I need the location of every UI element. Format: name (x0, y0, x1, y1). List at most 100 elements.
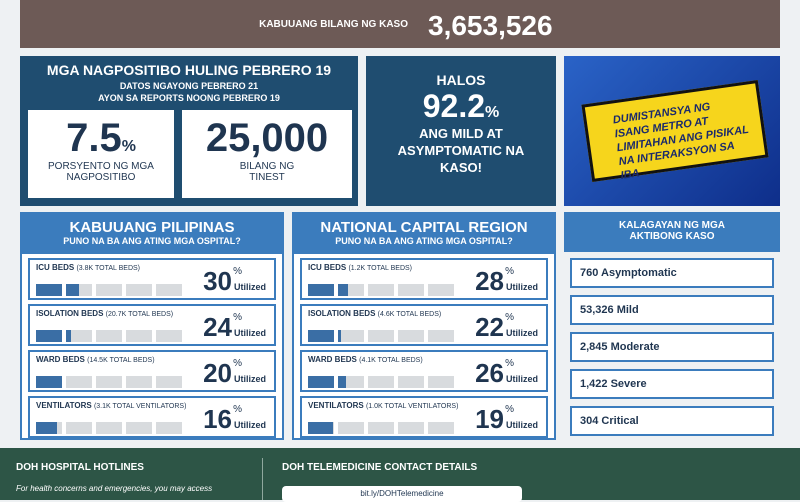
positivity-line: AYON SA REPORTS NOONG PEBRERO 19 (98, 93, 280, 103)
bar-segment (368, 284, 394, 296)
bar-segment (338, 284, 364, 296)
bar-segment (428, 422, 454, 434)
bar-segment (36, 284, 62, 296)
reminder-banner: DUMISTANSYA NG ISANG METRO AT LIMITAHAN … (564, 56, 780, 206)
active-case-item: 2,845 Moderate (570, 332, 774, 362)
bar-fill (338, 376, 346, 388)
tested-box: 25,000 BILANG NG TINEST (182, 110, 352, 198)
panel-title: NATIONAL CAPITAL REGION (320, 219, 528, 236)
mild-lead: HALOS (436, 72, 486, 88)
row-value: 16 (203, 404, 232, 434)
panel-subtitle: PUNO NA BA ANG ATING MGA OSPITAL? (63, 236, 241, 246)
bar-segment (156, 422, 182, 434)
row-label: ICU BEDS (1.2K TOTAL BEDS) (308, 263, 413, 272)
bar-segment (66, 376, 92, 388)
bar-segment (368, 422, 394, 434)
reminder-text: DUMISTANSYA NG ISANG METRO AT LIMITAHAN … (581, 79, 769, 183)
row-label: WARD BEDS (4.1K TOTAL BEDS) (308, 355, 423, 364)
rate-value: 7.5 (66, 116, 122, 160)
row-value: 30 (203, 266, 232, 296)
row-value: 28 (475, 266, 504, 296)
mild-text: ANG MILD AT ASYMPTOMATIC NA KASO! (397, 126, 525, 175)
hotlines-title: DOH HOSPITAL HOTLINES (16, 462, 144, 473)
bar-segment (428, 330, 454, 342)
row-utilized: Utilized (233, 328, 266, 338)
bar-segment (36, 376, 62, 388)
row-note: (1.0K TOTAL VENTILATORS) (365, 403, 459, 410)
tested-value: 25,000 (205, 116, 329, 160)
panel-header: KABUUANG PILIPINAS PUNO NA BA ANG ATING M… (22, 214, 282, 254)
row-utilized: Utilized (505, 420, 538, 430)
hotlines-text: For health concerns and emergencies, you… (16, 484, 213, 493)
row-label: ISOLATION BEDS (4.6K TOTAL BEDS) (308, 309, 442, 318)
active-case-item: 760 Asymptomatic (570, 258, 774, 288)
row-label: VENTILATORS (1.0K TOTAL VENTILATORS) (308, 401, 459, 410)
bar-segment (308, 284, 334, 296)
bar-segment (398, 284, 424, 296)
bar-fill (308, 376, 334, 388)
row-label: ICU BEDS (3.8K TOTAL BEDS) (36, 263, 141, 272)
bar-fill (338, 284, 349, 296)
positivity-title: MGA NAGPOSITIBO HULING PEBRERO 19 (46, 62, 332, 78)
bar-segment (96, 422, 122, 434)
bar-segment (156, 376, 182, 388)
bar-segment (398, 330, 424, 342)
positivity-line: DATOS NGAYONG PEBRERO 21 (119, 81, 259, 91)
utilization-panel: NATIONAL CAPITAL REGION PUNO NA BA ANG AT… (292, 212, 556, 440)
bar-segment (96, 284, 122, 296)
row-note: (4.1K TOTAL BEDS) (359, 357, 423, 364)
row-percent: % (233, 312, 242, 323)
total-cases: 3,653,526 (428, 10, 553, 41)
row-percent: % (233, 266, 242, 277)
bar-fill (308, 422, 333, 434)
row-utilized: Utilized (233, 420, 266, 430)
bar-segment (338, 422, 364, 434)
utilization-row: WARD BEDS (4.1K TOTAL BEDS) 26% Utilized (300, 350, 548, 392)
mild-unit: % (485, 104, 500, 121)
tele-link[interactable]: bit.ly/DOHTelemedicine (282, 486, 522, 502)
bar-segment (308, 422, 334, 434)
row-utilized: Utilized (233, 374, 266, 384)
active-case-item: 1,422 Severe (570, 369, 774, 399)
row-percent: % (233, 358, 242, 369)
bar-fill (308, 284, 334, 296)
row-note: (4.6K TOTAL BEDS) (377, 311, 442, 318)
utilization-row: ICU BEDS (3.8K TOTAL BEDS) 30% Utilized (28, 258, 276, 300)
bar-segment (398, 422, 424, 434)
bar-segment (338, 376, 364, 388)
row-percent: % (505, 312, 514, 323)
panel-header: NATIONAL CAPITAL REGION PUNO NA BA ANG AT… (294, 214, 554, 254)
row-note: (20.7K TOTAL BEDS) (105, 311, 174, 318)
bar-segment (428, 376, 454, 388)
row-utilized: Utilized (505, 374, 538, 384)
mild-value: 92.2 (422, 88, 486, 124)
header-bar: KABUUANG BILANG NG KASO 3,653,526 (20, 0, 780, 48)
bar-segment (66, 422, 92, 434)
row-percent: % (505, 404, 514, 415)
panel-subtitle: PUNO NA BA ANG ATING MGA OSPITAL? (335, 236, 513, 246)
rate-label: PORSYENTO NG MGA NAGPOSITIBO (48, 161, 154, 183)
bar-segment (368, 376, 394, 388)
utilization-row: WARD BEDS (14.5K TOTAL BEDS) 20% Utilized (28, 350, 276, 392)
row-percent: % (233, 404, 242, 415)
bar-segment (36, 330, 62, 342)
utilization-row: ISOLATION BEDS (4.6K TOTAL BEDS) 22% Utili… (300, 304, 548, 346)
bar-fill (308, 330, 334, 342)
rate-unit: % (121, 138, 136, 155)
bar-segment (156, 284, 182, 296)
bar-segment (126, 422, 152, 434)
utilization-row: ISOLATION BEDS (20.7K TOTAL BEDS) 24% Util… (28, 304, 276, 346)
divider (262, 458, 263, 500)
bar-fill (338, 330, 341, 342)
row-value: 24 (203, 312, 232, 342)
footer: DOH HOSPITAL HOTLINES For health concern… (0, 448, 800, 502)
bar-segment (308, 376, 334, 388)
bar-segment (338, 330, 364, 342)
row-utilized: Utilized (505, 328, 538, 338)
bar-segment (96, 330, 122, 342)
bar-fill (36, 376, 62, 388)
bar-segment (36, 422, 62, 434)
bar-segment (66, 330, 92, 342)
bar-segment (96, 376, 122, 388)
